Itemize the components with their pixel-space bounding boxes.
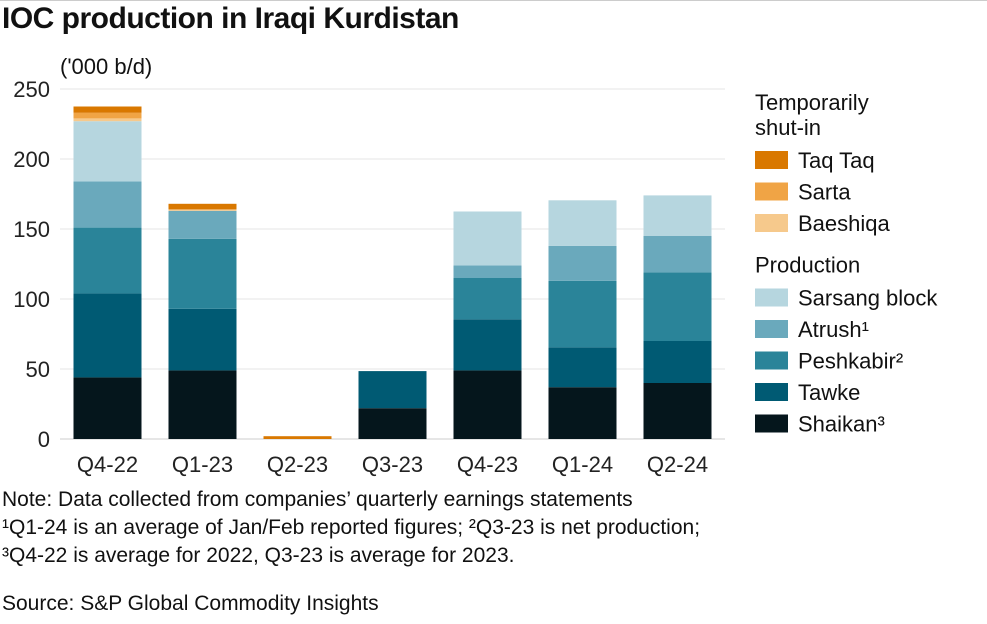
bar-segment [453, 319, 522, 371]
bar-segment [453, 211, 522, 266]
y-tick-label: 50 [26, 357, 50, 382]
bar-segment [453, 278, 522, 320]
bar-segment [358, 408, 427, 439]
x-tick-label: Q4-22 [77, 452, 138, 477]
bar-segment [168, 308, 237, 371]
legend-swatch [755, 320, 788, 338]
bar-segment [73, 227, 142, 294]
legend-swatch [755, 414, 788, 433]
bar-segment [548, 387, 617, 439]
x-tick-label: Q1-24 [552, 452, 613, 477]
legend-swatch [755, 288, 788, 307]
y-tick-label: 250 [13, 77, 50, 102]
legend-label: Peshkabir² [798, 349, 903, 374]
chart-title: IOC production in Iraqi Kurdistan [2, 2, 459, 35]
bar-segment [73, 121, 142, 182]
legend-swatch [755, 214, 788, 232]
y-tick-label: 100 [13, 287, 50, 312]
bar-segment [643, 272, 712, 341]
y-tick-label: 200 [13, 147, 50, 172]
chart-source: Source: S&P Global Commodity Insights [2, 592, 379, 615]
legend-label: Shaikan³ [798, 412, 885, 437]
bar-segment [548, 200, 617, 246]
x-tick-label: Q1-23 [172, 452, 233, 477]
bar-segment [168, 203, 237, 210]
x-tick-label: Q3-23 [362, 452, 423, 477]
legend-swatch [755, 151, 788, 169]
legend-label: Sarta [798, 180, 851, 205]
bar-segment [73, 118, 142, 122]
top-rule [0, 0, 987, 1]
note-line: ³Q4-22 is average for 2022, Q3-23 is ave… [2, 544, 515, 567]
y-tick-label: 150 [13, 217, 50, 242]
x-tick-label: Q2-24 [647, 452, 708, 477]
legend-group-title: Production [755, 253, 860, 278]
bar-segment [168, 238, 237, 309]
legend-label: Atrush¹ [798, 317, 869, 342]
bar-segment [643, 195, 712, 236]
legend-swatch [755, 351, 788, 370]
legend-label: Taq Taq [798, 148, 875, 173]
legend-label: Tawke [798, 380, 860, 405]
bar-segment [168, 209, 237, 211]
legend-group-title: Temporarily [755, 90, 869, 115]
bar-segment [168, 370, 237, 439]
bar-segment [73, 377, 142, 439]
bar-segment [73, 293, 142, 378]
bar-segment [643, 383, 712, 439]
bar-segment [168, 210, 237, 239]
bar-segment [73, 106, 142, 113]
note-line: ¹Q1-24 is an average of Jan/Feb reported… [2, 516, 701, 539]
bar-segment [453, 370, 522, 439]
bar-segment [453, 265, 522, 278]
bar-segment [358, 371, 427, 409]
legend-group-title: shut-in [755, 115, 821, 140]
y-tick-label: 0 [38, 427, 50, 452]
bar-segment [263, 436, 332, 439]
chart-notes: Note: Data collected from companies’ qua… [2, 486, 700, 570]
legend-swatch [755, 182, 788, 201]
legend-label: Sarsang block [798, 286, 938, 311]
bar-segment [73, 181, 142, 228]
note-line: Note: Data collected from companies’ qua… [2, 488, 633, 511]
legend-swatch [755, 383, 788, 401]
bar-segment [548, 347, 617, 388]
legend-label: Baeshiqa [798, 211, 891, 236]
bar-segment [548, 245, 617, 281]
bar-segment [643, 236, 712, 273]
y-axis-unit: ('000 b/d) [60, 54, 153, 79]
bar-segment [548, 280, 617, 348]
bar-segment [73, 112, 142, 119]
x-tick-label: Q2-23 [267, 452, 328, 477]
bar-segment [643, 341, 712, 383]
x-tick-label: Q4-23 [457, 452, 518, 477]
